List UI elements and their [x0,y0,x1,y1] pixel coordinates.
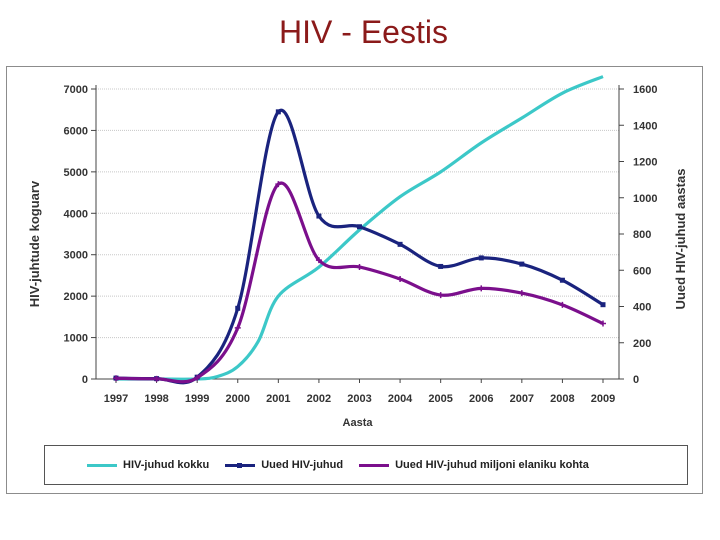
right-tick-label: 1400 [633,120,657,132]
series-line-0 [115,75,604,381]
data-point-per-million [356,263,363,270]
data-point-per-million [518,290,525,297]
x-tick-label: 1997 [104,393,128,405]
right-tick-label: 0 [633,374,639,386]
left-tick-label: 4000 [64,208,88,220]
x-tick-label: 2006 [469,393,493,405]
right-tick-label: 1600 [633,84,657,96]
data-point-new [559,277,565,283]
data-point-per-million [315,257,322,264]
x-tick-label: 2007 [510,393,534,405]
x-tick-label: 1999 [185,393,209,405]
data-point-per-million [194,374,201,381]
chart-frame: 0 1000 2000 3000 4000 5000 6000 7000 0 200 400 600 8… [6,66,703,494]
data-point-new [438,263,444,269]
x-tick-label: 2001 [266,393,290,405]
left-tick-label: 0 [82,374,88,386]
right-axis-title: Uued HIV-juhud aastas [673,169,688,310]
left-tick-label: 7000 [64,84,88,96]
x-tick-label: 2000 [226,393,250,405]
data-point-per-million [600,320,606,327]
data-point-per-million [437,292,444,299]
legend-item-per-million: Uued HIV-juhud miljoni elaniku kohta [359,459,589,471]
x-tick-label: 2005 [428,393,452,405]
left-tick-label: 6000 [64,125,88,137]
legend-item-new: Uued HIV-juhud [225,459,343,471]
x-axis-title: Aasta [343,417,374,429]
legend-swatch-per-million [359,463,390,467]
data-point-new [316,213,322,219]
data-point-new [478,255,484,261]
x-tick-label: 1998 [144,393,168,405]
x-tick-label: 2009 [591,393,615,405]
data-point-new [235,305,241,311]
right-tick-label: 1200 [633,157,657,169]
series-line-1 [115,108,604,385]
data-point-per-million [559,301,566,308]
right-tick-label: 1000 [633,193,657,205]
data-point-per-million [234,324,241,331]
left-axis-title: HIV-juhtude koguarv [27,180,42,307]
legend-label-per-million: Uued HIV-juhud miljoni elaniku kohta [395,459,589,471]
left-tick-label: 2000 [64,291,88,303]
left-tick-label: 3000 [64,250,88,262]
chart-legend: HIV-juhud kokku Uued HIV-juhud Uued HIV-… [44,445,688,485]
right-tick-label: 800 [633,229,651,241]
data-point-per-million [113,375,119,382]
data-point-per-million [153,375,160,382]
legend-label-new: Uued HIV-juhud [261,459,344,471]
square-marker-icon [237,462,243,468]
right-tick-label: 600 [633,265,651,277]
legend-label-total: HIV-juhud kokku [123,459,210,471]
data-point-new [357,224,362,230]
data-point-per-million [397,275,404,282]
page-title: HIV - Eestis [279,14,448,50]
legend-swatch-new [225,462,256,468]
series-line-2 [115,181,604,384]
data-point-new [397,241,403,247]
legend-item-total: HIV-juhud kokku [87,459,209,471]
x-tick-label: 2003 [347,393,371,405]
right-tick-label: 200 [633,338,651,350]
x-tick-label: 2008 [550,393,574,405]
left-tick-label: 1000 [64,333,88,345]
data-point-per-million [478,285,485,292]
data-point-new [519,261,525,267]
data-point-per-million [275,181,282,188]
hiv-line-chart: 0 1000 2000 3000 4000 5000 6000 7000 0 200 400 600 8… [27,75,688,429]
right-tick-label: 400 [633,302,651,314]
legend-swatch-total [87,463,117,467]
data-point-new [275,109,281,115]
left-tick-label: 5000 [64,167,88,179]
x-tick-label: 2004 [388,393,413,405]
x-tick-label: 2002 [307,393,331,405]
data-point-new [600,302,606,308]
